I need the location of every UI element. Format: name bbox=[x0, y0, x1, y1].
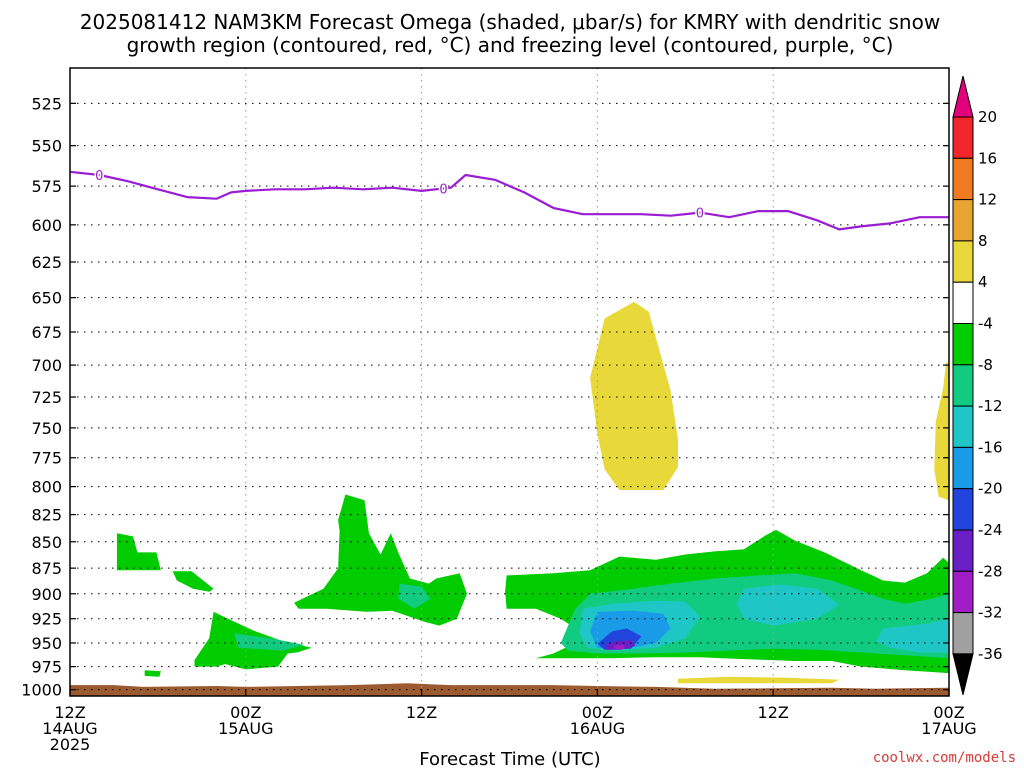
colorbar-box-9 bbox=[952, 488, 974, 531]
colorbar-label-12: -32 bbox=[978, 604, 1003, 622]
x-axis-label: Forecast Time (UTC) bbox=[419, 749, 600, 768]
colorbar-label-1: 16 bbox=[978, 149, 997, 167]
y-tick-label-600: 600 bbox=[31, 216, 62, 235]
omega-region-11 bbox=[234, 633, 305, 651]
x-tick-label-1-1: 15AUG bbox=[218, 719, 273, 738]
x-tick-label-0-1: 14AUG bbox=[42, 719, 97, 738]
colorbar-top-arrow bbox=[952, 75, 974, 118]
omega-region-14 bbox=[736, 584, 840, 626]
omega-region-3 bbox=[116, 533, 161, 571]
y-tick-label-675: 675 bbox=[31, 323, 62, 342]
y-tick-label-525: 525 bbox=[31, 94, 62, 113]
colorbar: 20 16 12 8 4 -4 -8 -12 -16 -20 -24 -28 -32 -36 bbox=[952, 75, 1003, 696]
colorbar-label-13: -36 bbox=[978, 645, 1003, 663]
y-tick-label-875: 875 bbox=[31, 559, 62, 578]
colorbar-box-1 bbox=[952, 157, 974, 201]
colorbar-label-0: 20 bbox=[978, 108, 997, 126]
y-tick-label-575: 575 bbox=[31, 177, 62, 196]
terrain-layer bbox=[70, 683, 949, 696]
colorbar-label-2: 12 bbox=[978, 191, 997, 209]
x-tick-label-5-1: 17AUG bbox=[921, 719, 976, 738]
y-tick-label-550: 550 bbox=[31, 137, 62, 156]
grid bbox=[70, 68, 949, 696]
omega-region-15 bbox=[875, 618, 949, 653]
freezing-level-contour-label-0: 0 bbox=[95, 169, 103, 184]
colorbar-box-10 bbox=[952, 529, 974, 572]
colorbar-box-12 bbox=[952, 612, 974, 655]
x-tick-label-0-2: 2025 bbox=[50, 735, 91, 754]
y-axis: 525 550 575 600 625 650 675 700 725 750 775 800 825 8… bbox=[21, 94, 949, 700]
terrain-fill bbox=[70, 683, 949, 696]
freezing-level-layer: 0 0 0 bbox=[69, 167, 949, 231]
colorbar-box-0 bbox=[952, 116, 974, 159]
y-tick-label-800: 800 bbox=[31, 478, 62, 497]
colorbar-bottom-arrow bbox=[952, 653, 974, 696]
colorbar-box-5 bbox=[952, 323, 974, 366]
y-tick-label-750: 750 bbox=[31, 419, 62, 438]
y-tick-label-900: 900 bbox=[31, 585, 62, 604]
y-tick-label-950: 950 bbox=[31, 634, 62, 653]
omega-region-4 bbox=[144, 670, 161, 677]
colorbar-label-5: -4 bbox=[978, 315, 993, 333]
chart-title-line1: 2025081412 NAM3KM Forecast Omega (shaded… bbox=[80, 10, 940, 34]
colorbar-label-11: -28 bbox=[978, 562, 1003, 580]
x-tick-label-3-0: 00Z bbox=[582, 703, 613, 722]
x-tick-label-1-0: 00Z bbox=[230, 703, 261, 722]
colorbar-box-11 bbox=[952, 570, 974, 614]
plot-frame bbox=[69, 67, 950, 697]
x-tick-label-5-0: 00Z bbox=[933, 703, 964, 722]
freezing-level-contour-label-2: 0 bbox=[696, 207, 704, 222]
colorbar-box-2 bbox=[952, 199, 974, 242]
colorbar-box-3 bbox=[952, 240, 974, 283]
colorbar-label-6: -8 bbox=[978, 356, 993, 374]
omega-region-5 bbox=[172, 571, 214, 592]
freezing-level-line bbox=[69, 170, 949, 231]
y-tick-label-975: 975 bbox=[31, 658, 62, 677]
colorbar-label-10: -24 bbox=[978, 521, 1003, 539]
colorbar-box-8 bbox=[952, 446, 974, 490]
y-tick-label-650: 650 bbox=[31, 289, 62, 308]
y-tick-label-700: 700 bbox=[31, 356, 62, 375]
omega-region-12 bbox=[398, 583, 431, 609]
freezing-level-contour-label-1: 0 bbox=[439, 182, 447, 197]
omega-region-2 bbox=[678, 676, 840, 684]
colorbar-label-9: -20 bbox=[978, 480, 1003, 498]
y-tick-label-775: 775 bbox=[31, 449, 62, 468]
omega-shaded-regions bbox=[116, 301, 949, 684]
x-tick-label-2-0: 12Z bbox=[406, 703, 437, 722]
colorbar-label-8: -16 bbox=[978, 438, 1003, 456]
y-tick-label-725: 725 bbox=[31, 388, 62, 407]
y-tick-label-850: 850 bbox=[31, 533, 62, 552]
y-tick-label-825: 825 bbox=[31, 506, 62, 525]
omega-region-1 bbox=[934, 362, 949, 501]
x-tick-label-0-0: 12Z bbox=[54, 703, 85, 722]
site-credit: coolwx.com/models bbox=[873, 750, 1016, 766]
colorbar-box-4 bbox=[952, 281, 974, 325]
x-tick-label-4-0: 12Z bbox=[758, 703, 789, 722]
x-tick-label-3-1: 16AUG bbox=[570, 719, 625, 738]
colorbar-box-6 bbox=[952, 364, 974, 407]
omega-region-7 bbox=[216, 628, 290, 670]
y-tick-label-1000: 1000 bbox=[21, 681, 62, 700]
colorbar-label-7: -12 bbox=[978, 397, 1003, 415]
y-tick-label-625: 625 bbox=[31, 253, 62, 272]
colorbar-box-7 bbox=[952, 405, 974, 448]
colorbar-label-4: 4 bbox=[978, 273, 988, 291]
y-tick-label-925: 925 bbox=[31, 610, 62, 629]
omega-region-19 bbox=[613, 644, 626, 650]
colorbar-label-3: 8 bbox=[978, 232, 988, 250]
chart-title-line2: growth region (contoured, red, °C) and f… bbox=[127, 33, 894, 57]
omega-region-0 bbox=[590, 301, 678, 490]
